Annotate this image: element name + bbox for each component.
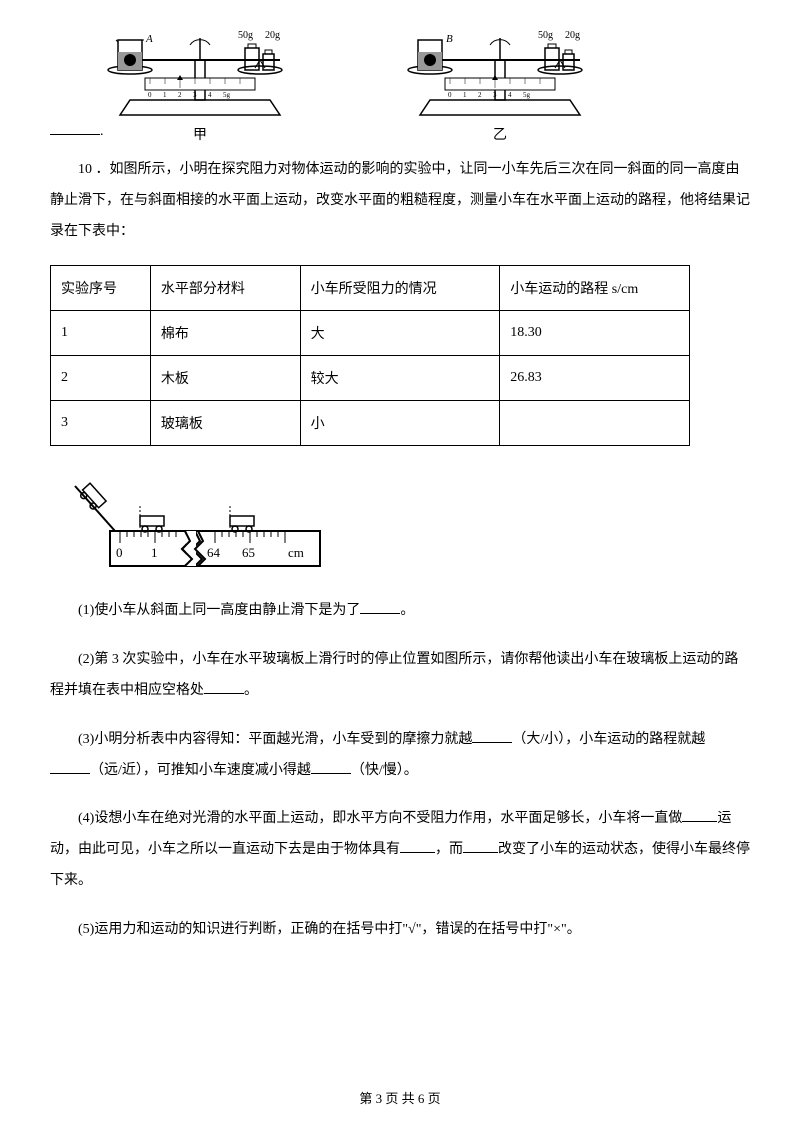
cell: 18.30: [500, 311, 690, 356]
svg-text:50g: 50g: [538, 30, 553, 41]
svg-text:0: 0: [148, 91, 152, 99]
cell: 1: [51, 311, 151, 356]
svg-text:B: B: [446, 33, 453, 45]
cell: 2: [51, 356, 151, 401]
balance-right-label: 乙: [493, 124, 507, 144]
svg-text:20g: 20g: [565, 30, 580, 41]
svg-text:4: 4: [208, 91, 212, 99]
th-1: 实验序号: [51, 266, 151, 311]
svg-text:A: A: [145, 33, 153, 45]
cell: 玻璃板: [150, 401, 300, 446]
svg-text:2: 2: [178, 91, 182, 99]
cell: 棉布: [150, 311, 300, 356]
table-header-row: 实验序号 水平部分材料 小车所受阻力的情况 小车运动的路程 s/cm: [51, 266, 690, 311]
svg-text:65: 65: [242, 545, 255, 560]
svg-text:4: 4: [508, 91, 512, 99]
svg-text:3: 3: [493, 91, 497, 99]
sub-q3: (3)小明分析表中内容得知：平面越光滑，小车受到的摩擦力就越（大/小），小车运动…: [50, 725, 750, 787]
cell: 26.83: [500, 356, 690, 401]
svg-text:0: 0: [116, 545, 123, 560]
svg-text:5g: 5g: [223, 91, 231, 99]
q10-text: 10 ．如图所示，小明在探究阻力对物体运动的影响的实验中，让同一小车先后三次在同…: [50, 155, 750, 247]
q10-body: 如图所示，小明在探究阻力对物体运动的影响的实验中，让同一小车先后三次在同一斜面的…: [50, 162, 750, 239]
svg-text:1: 1: [463, 91, 467, 99]
experiment-table: 实验序号 水平部分材料 小车所受阻力的情况 小车运动的路程 s/cm 1 棉布 …: [50, 265, 690, 446]
balance-right-svg: B 50g 20g 0 1 2 3 4 5g: [390, 20, 610, 120]
th-4: 小车运动的路程 s/cm: [500, 266, 690, 311]
q10-number: 10 ．: [78, 162, 110, 177]
svg-text:1: 1: [163, 91, 167, 99]
cell: 较大: [300, 356, 500, 401]
ruler-diagram: 0 1 64 65 cm: [70, 471, 330, 581]
svg-text:20g: 20g: [265, 30, 280, 41]
sub-q2: (2)第 3 次实验中，小车在水平玻璃板上滑行时的停止位置如图所示，请你帮他读出…: [50, 645, 750, 707]
balance-right-unit: B 50g 20g 0 1 2 3 4 5g 乙: [390, 20, 610, 144]
cell: 3: [51, 401, 151, 446]
svg-text:2: 2: [478, 91, 482, 99]
sub-q5: (5)运用力和运动的知识进行判断，正确的在括号中打"√"，错误的在括号中打"×"…: [50, 915, 750, 946]
sub-q1: (1)使小车从斜面上同一高度由静止滑下是为了。: [50, 596, 750, 627]
svg-text:cm: cm: [288, 545, 304, 560]
svg-text:3: 3: [193, 91, 197, 99]
cell: [500, 401, 690, 446]
svg-text:50g: 50g: [238, 30, 253, 41]
th-2: 水平部分材料: [150, 266, 300, 311]
svg-text:0: 0: [448, 91, 452, 99]
table-row: 1 棉布 大 18.30: [51, 311, 690, 356]
cell: 木板: [150, 356, 300, 401]
cell: 大: [300, 311, 500, 356]
svg-text:1: 1: [151, 545, 158, 560]
sub-q4: (4)设想小车在绝对光滑的水平面上运动，即水平方向不受阻力作用，水平面足够长，小…: [50, 804, 750, 896]
page-footer: 第 3 页 共 6 页: [0, 1088, 800, 1107]
svg-text:5g: 5g: [523, 91, 531, 99]
balance-left-svg: A 50g 20g 0 1 2 3 4 5g: [90, 20, 310, 120]
cell: 小: [300, 401, 500, 446]
svg-text:64: 64: [207, 545, 221, 560]
balance-left-label: 甲: [193, 124, 207, 144]
balance-left-unit: A 50g 20g 0 1 2 3 4 5g: [90, 20, 310, 144]
table-row: 2 木板 较大 26.83: [51, 356, 690, 401]
th-3: 小车所受阻力的情况: [300, 266, 500, 311]
table-row: 3 玻璃板 小: [51, 401, 690, 446]
